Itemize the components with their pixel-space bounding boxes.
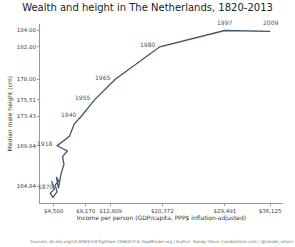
svg-text:$9,170: $9,170 [76, 208, 96, 214]
svg-text:164.84: 164.84 [17, 183, 37, 189]
svg-text:1940: 1940 [61, 111, 76, 118]
svg-text:Median male height (cm): Median male height (cm) [6, 76, 14, 151]
svg-text:182.00: 182.00 [17, 44, 37, 50]
svg-text:1997: 1997 [217, 19, 232, 26]
svg-text:173.43: 173.43 [17, 113, 37, 119]
svg-text:178.00: 178.00 [17, 76, 37, 82]
svg-text:Sources: dx.doi.org/10.6084/m9: Sources: dx.doi.org/10.6084/m9.figshare.… [30, 239, 294, 244]
svg-text:169.84: 169.84 [17, 143, 37, 149]
svg-text:$12,809: $12,809 [99, 208, 122, 214]
svg-text:1870: 1870 [38, 183, 53, 190]
svg-text:184.00: 184.00 [17, 27, 37, 33]
svg-text:175.51: 175.51 [17, 97, 36, 103]
svg-text:$36,125: $36,125 [259, 208, 282, 214]
svg-text:Income per person (GDP/capita,: Income per person (GDP/capita, PPP$ infl… [77, 214, 246, 222]
svg-text:$20,372: $20,372 [151, 208, 174, 214]
svg-text:2009: 2009 [263, 19, 278, 26]
svg-text:$4,500: $4,500 [44, 208, 64, 214]
svg-text:Wealth and height in The Nethe: Wealth and height in The Netherlands, 18… [22, 2, 273, 13]
svg-text:$29,491: $29,491 [213, 208, 236, 214]
svg-text:1955: 1955 [75, 94, 90, 101]
svg-text:1965: 1965 [95, 74, 110, 81]
svg-text:1980: 1980 [140, 41, 155, 48]
svg-text:1918: 1918 [37, 140, 52, 147]
